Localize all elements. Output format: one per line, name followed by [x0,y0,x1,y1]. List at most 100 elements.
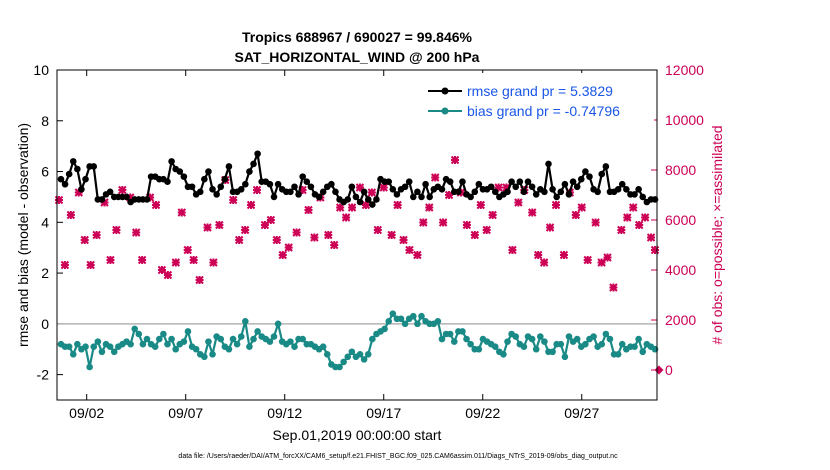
rmse-point [213,191,220,198]
obs-assimilated-marker [559,250,569,260]
bias-point [618,340,626,348]
rmse-point [520,188,528,196]
rmse-point [237,186,245,193]
rmse-point [266,180,274,188]
bias-point [246,343,253,350]
obs-assimilated-marker [54,195,64,205]
rmse-point [524,178,532,185]
bias-point [180,338,188,345]
bias-point [381,325,388,333]
rmse-point [57,175,65,183]
obs-assimilated-marker [482,225,491,235]
bias-point [606,335,614,343]
bias-point [639,348,647,356]
obs-assimilated-marker [260,220,270,230]
rmse-point [217,183,225,191]
obs-assimilated-marker [387,230,396,240]
rmse-point [242,180,249,188]
rmse-point [356,198,364,206]
rmse-point [123,193,130,201]
legend-box [417,73,654,121]
obs-assimilated-marker [335,203,345,212]
bias-point [323,351,331,358]
obs-count-markers [54,155,664,375]
obs-assimilated-marker [577,203,586,212]
obs-assimilated-marker [106,255,115,265]
obs-assimilated-marker [304,205,313,215]
obs-assimilated-marker [502,183,511,192]
obs-assimilated-marker [355,183,365,192]
bias-point [233,340,241,348]
rmse-point [549,186,556,193]
obs-assimilated-marker [209,258,218,267]
rmse-point [508,178,515,185]
y-axis-left-label: rmse and bias (model - observation) [15,123,31,347]
bias-point [86,363,93,371]
bias-point [106,343,114,350]
rmse-point [168,158,175,165]
rmse-point [438,186,446,193]
rmse-point [565,191,573,198]
bias-point [299,335,306,343]
obs-assimilated-marker [118,185,127,195]
bias-point [139,340,147,348]
bias-point [635,335,642,343]
obs-assimilated-marker [571,210,581,220]
obs-assimilated-marker [462,220,472,230]
bias-point [475,345,483,353]
rmse-point [221,175,229,183]
bias-point [266,338,274,345]
rmse-point [401,183,409,191]
obs-assimilated-marker [373,225,382,235]
bias-point [557,340,565,348]
obs-assimilated-marker [112,225,121,235]
legend-bias-marker [441,107,449,115]
bias-point [348,348,356,356]
obs-assimilated-marker [379,183,388,192]
bias-point [459,328,466,335]
rmse-point [295,191,302,198]
obs-assimilated-marker [246,200,256,210]
rmse-point [475,180,483,188]
rmse-point [577,175,585,183]
obs-assimilated-marker [508,245,517,255]
rmse-point [602,163,610,170]
bias-point [356,351,364,358]
bias-point [512,333,520,340]
bias-point [184,328,192,335]
bias-point [90,343,98,350]
legend-rmse-marker [441,87,449,95]
rmse-point [598,170,606,178]
rmse-point [582,168,589,175]
rmse-point [270,193,278,201]
rmse-point [360,188,368,196]
obs-assimilated-marker [405,245,414,255]
rmse-point [250,160,257,168]
rmse-point [491,188,499,196]
bias-point [520,343,528,350]
bias-point [602,330,610,338]
rmse-point [459,178,466,185]
bias-point [242,318,249,325]
rmse-point [328,180,335,188]
obs-assimilated-marker [494,183,503,192]
rmse-point [307,183,315,191]
obs-assimilated-marker [292,228,301,237]
rmse-point [586,173,593,180]
obs-assimilated-marker [591,218,600,227]
y-left-tick-label: 0 [41,316,49,332]
bias-point [385,318,393,325]
rmse-point [287,188,294,196]
obs-assimilated-marker [367,188,377,197]
rmse-point [373,196,380,203]
bias-point [155,335,163,343]
obs-assimilated-marker [551,200,561,210]
bias-point [450,338,458,345]
legend-rmse-label: rmse grand pr = 5.3829 [467,83,613,99]
obs-assimilated-marker [533,250,543,260]
rmse-point [504,188,511,196]
rmse-point [303,178,311,185]
rmse-point [446,178,454,185]
chart-title-line1: Tropics 688967 / 690027 = 99.846% [242,29,473,45]
